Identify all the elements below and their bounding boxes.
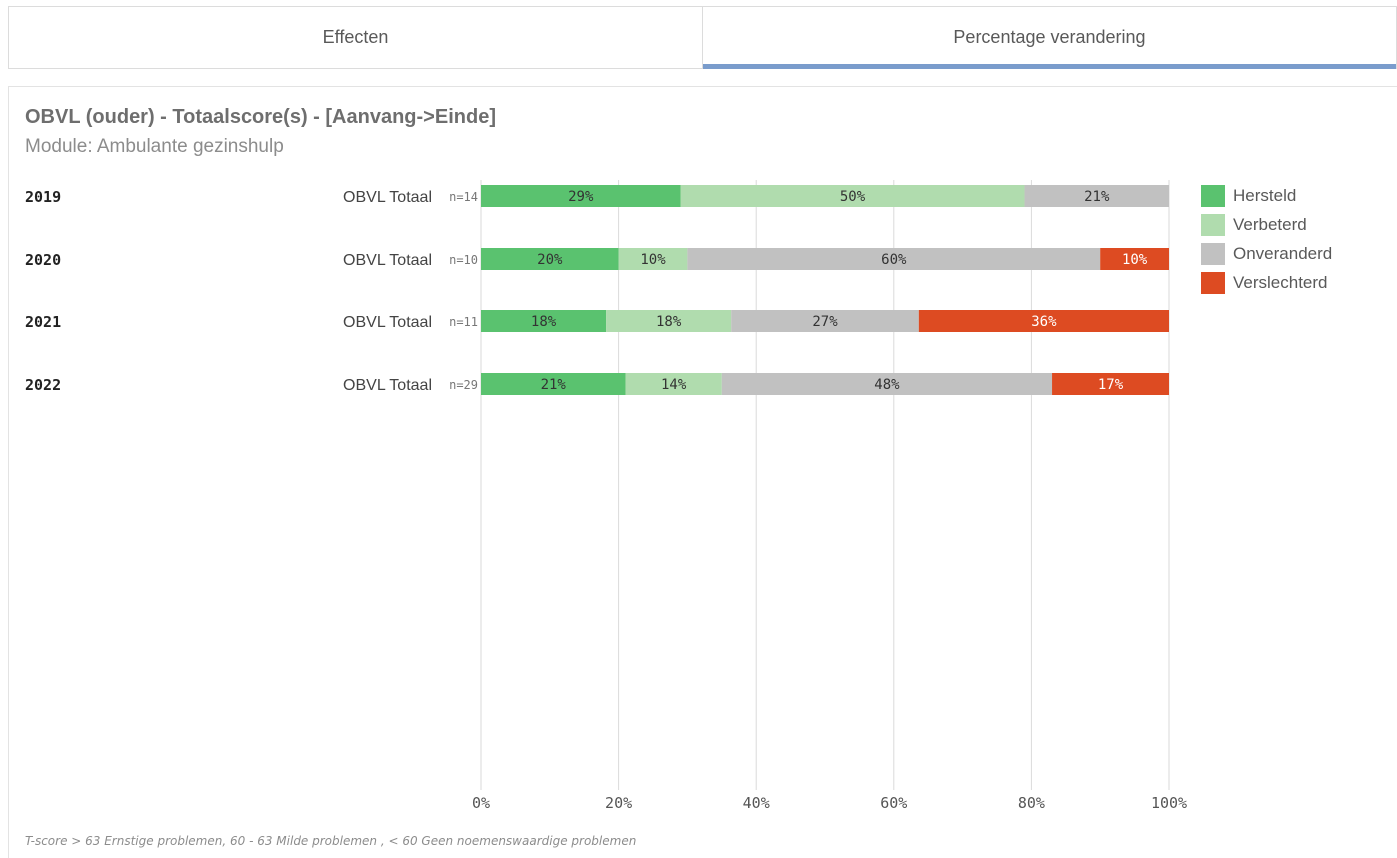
chart-legend: Hersteld Verbeterd Onveranderd Verslecht… <box>1201 181 1332 297</box>
data-label: 18% <box>531 314 557 330</box>
year-label: 2021 <box>25 313 61 331</box>
bar-segment <box>481 373 626 395</box>
chart-subtitle: Module: Ambulante gezinshulp <box>25 136 284 157</box>
row-label: OBVL Totaal <box>343 377 432 394</box>
year-label: 2022 <box>25 376 61 394</box>
data-label: 20% <box>537 252 563 268</box>
tab-bar: Effecten Percentage verandering <box>8 6 1397 69</box>
data-label: 17% <box>1098 377 1124 393</box>
bar-segment <box>1024 185 1169 207</box>
data-label: 48% <box>874 377 900 393</box>
bar-segment <box>687 248 1101 270</box>
legend-item-verbeterd[interactable]: Verbeterd <box>1201 210 1332 239</box>
x-tick-label: 40% <box>743 794 770 812</box>
chart-panel <box>8 86 1397 858</box>
chart-title: OBVL (ouder) - Totaalscore(s) - [Aanvang… <box>25 106 496 128</box>
bar-segment <box>606 310 732 332</box>
bar-segment <box>481 185 681 207</box>
bar-segment <box>481 310 607 332</box>
x-tick-label: 20% <box>605 794 632 812</box>
tab-percentage-verandering[interactable]: Percentage verandering <box>702 7 1396 69</box>
bar-segment <box>918 310 1169 332</box>
legend-label-verslechterd: Verslechterd <box>1233 272 1328 292</box>
legend-item-hersteld[interactable]: Hersteld <box>1201 181 1332 210</box>
legend-item-verslechterd[interactable]: Verslechterd <box>1201 268 1332 297</box>
year-label: 2019 <box>25 188 61 206</box>
data-label: 21% <box>541 377 567 393</box>
bar-segment <box>618 248 688 270</box>
data-label: 36% <box>1031 314 1057 330</box>
data-label: 29% <box>568 189 594 205</box>
data-label: 14% <box>661 377 687 393</box>
bar-segment <box>481 248 619 270</box>
bar-segment <box>721 373 1053 395</box>
legend-swatch-onveranderd <box>1201 242 1225 265</box>
data-label: 10% <box>640 252 666 268</box>
x-tick-label: 100% <box>1151 794 1187 812</box>
x-tick-label: 60% <box>880 794 907 812</box>
x-tick-label: 80% <box>1018 794 1045 812</box>
data-label: 60% <box>881 252 907 268</box>
data-label: 27% <box>812 314 838 330</box>
bar-segment <box>1100 248 1169 270</box>
bar-segment <box>1052 373 1169 395</box>
legend-label-hersteld: Hersteld <box>1233 185 1297 205</box>
data-label: 18% <box>656 314 682 330</box>
n-label: n=11 <box>449 315 478 329</box>
legend-item-onveranderd[interactable]: Onveranderd <box>1201 239 1332 268</box>
data-label: 50% <box>840 189 866 205</box>
bar-segment <box>731 310 919 332</box>
bar-segment <box>625 373 722 395</box>
row-label: OBVL Totaal <box>343 314 432 331</box>
data-label: 10% <box>1122 252 1148 268</box>
row-label: OBVL Totaal <box>343 189 432 206</box>
footnote: T-score > 63 Ernstige problemen, 60 - 63… <box>25 834 637 848</box>
year-label: 2020 <box>25 251 61 269</box>
x-tick-label: 0% <box>472 794 490 812</box>
legend-label-verbeterd: Verbeterd <box>1233 214 1307 234</box>
legend-swatch-verbeterd <box>1201 213 1225 236</box>
legend-label-onveranderd: Onveranderd <box>1233 243 1333 263</box>
row-label: OBVL Totaal <box>343 252 432 269</box>
n-label: n=10 <box>449 253 478 267</box>
n-label: n=14 <box>449 190 478 204</box>
n-label: n=29 <box>449 378 478 392</box>
legend-swatch-hersteld <box>1201 184 1225 207</box>
data-label: 21% <box>1084 189 1110 205</box>
tab-effecten[interactable]: Effecten <box>9 7 702 68</box>
bar-segment <box>680 185 1025 207</box>
legend-swatch-verslechterd <box>1201 271 1225 294</box>
